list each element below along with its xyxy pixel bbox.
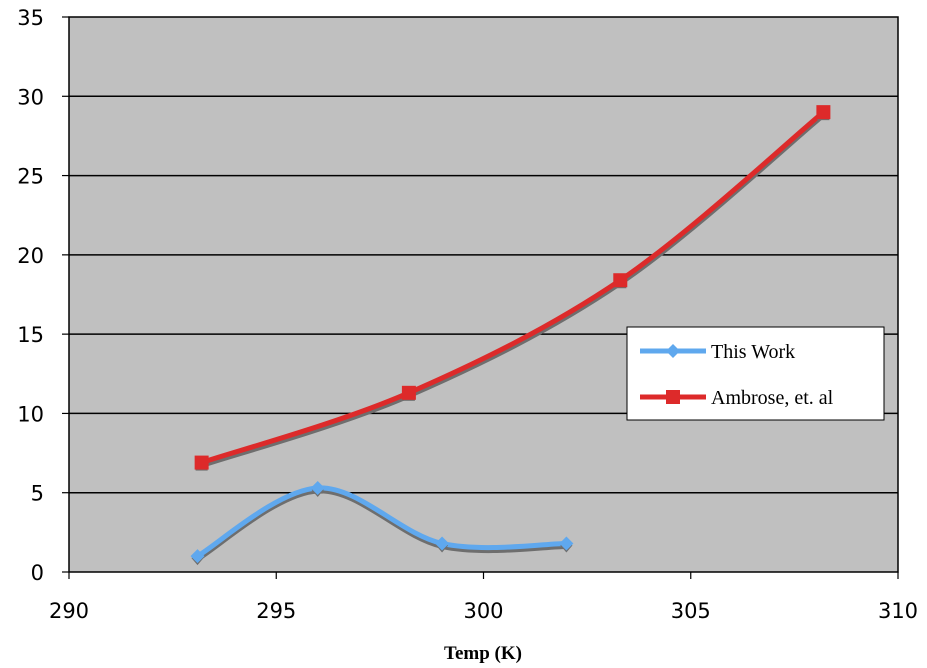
- y-tick-label: 35: [17, 6, 44, 30]
- legend-item: Ambrose, et. al: [640, 387, 834, 409]
- x-tick-label: 290: [49, 599, 89, 623]
- legend-marker: [666, 344, 680, 358]
- data-point: [401, 385, 416, 400]
- legend-label: This Work: [711, 341, 795, 363]
- data-point: [613, 273, 628, 288]
- data-point: [190, 549, 205, 564]
- gridlines: [69, 95, 898, 494]
- data-point: [816, 105, 831, 120]
- data-point: [435, 536, 450, 551]
- series-1: [190, 480, 574, 566]
- y-tick-label: 25: [17, 165, 44, 189]
- legend-item: This Work: [640, 341, 795, 363]
- plot-area: [68, 16, 899, 573]
- x-axis-title: Temp (K): [444, 643, 522, 664]
- y-tick-label: 0: [31, 561, 44, 585]
- legend: This Work Ambrose, et. al: [626, 326, 885, 421]
- series-layer: [190, 105, 831, 566]
- y-tick-label: 20: [17, 244, 44, 268]
- y-tick-label: 10: [17, 402, 44, 426]
- x-tick-label: 300: [463, 599, 503, 623]
- x-tick-label: 305: [671, 599, 711, 623]
- y-tick-label: 15: [17, 323, 44, 347]
- legend-marker: [666, 390, 680, 404]
- legend-label: Ambrose, et. al: [711, 387, 834, 409]
- series-line: [194, 485, 569, 559]
- x-tick-label: 310: [878, 599, 918, 623]
- y-tick-label: 30: [17, 85, 44, 109]
- data-point: [194, 455, 209, 470]
- data-point: [310, 480, 325, 495]
- y-axis: 0 5 10 15 20 25 30 35: [17, 6, 69, 585]
- legend-box: [626, 326, 885, 421]
- x-tick-label: 295: [256, 599, 296, 623]
- x-axis: 290 295 300 305 310: [49, 572, 918, 623]
- series-line: [199, 109, 826, 466]
- y-tick-label: 5: [31, 482, 44, 506]
- data-point: [559, 536, 574, 551]
- series-2: [194, 105, 831, 471]
